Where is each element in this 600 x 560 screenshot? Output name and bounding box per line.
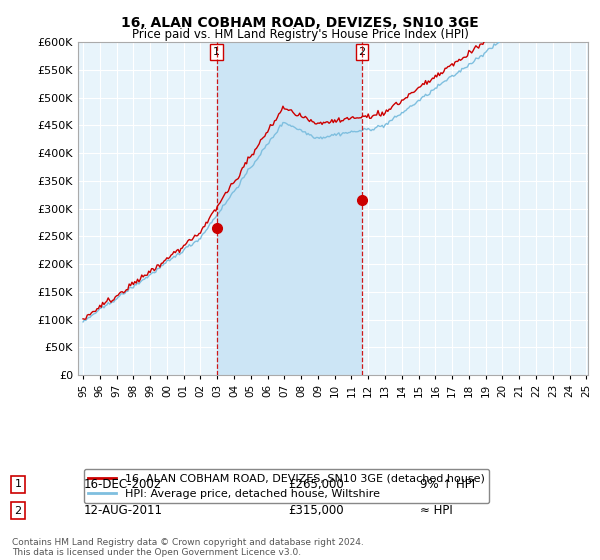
Text: 16-DEC-2002: 16-DEC-2002 bbox=[84, 478, 162, 491]
Text: 2: 2 bbox=[358, 47, 365, 57]
Text: £315,000: £315,000 bbox=[288, 504, 344, 517]
Text: 1: 1 bbox=[213, 47, 220, 57]
Text: 16, ALAN COBHAM ROAD, DEVIZES, SN10 3GE: 16, ALAN COBHAM ROAD, DEVIZES, SN10 3GE bbox=[121, 16, 479, 30]
Text: 1: 1 bbox=[14, 479, 22, 489]
Text: 12-AUG-2011: 12-AUG-2011 bbox=[84, 504, 163, 517]
Text: £265,000: £265,000 bbox=[288, 478, 344, 491]
Bar bbox=[217, 42, 362, 375]
Text: 9% ↑ HPI: 9% ↑ HPI bbox=[420, 478, 475, 491]
Text: Contains HM Land Registry data © Crown copyright and database right 2024.
This d: Contains HM Land Registry data © Crown c… bbox=[12, 538, 364, 557]
Legend: 16, ALAN COBHAM ROAD, DEVIZES, SN10 3GE (detached house), HPI: Average price, de: 16, ALAN COBHAM ROAD, DEVIZES, SN10 3GE … bbox=[83, 469, 489, 503]
Text: ≈ HPI: ≈ HPI bbox=[420, 504, 453, 517]
Text: 2: 2 bbox=[14, 506, 22, 516]
Text: Price paid vs. HM Land Registry's House Price Index (HPI): Price paid vs. HM Land Registry's House … bbox=[131, 28, 469, 41]
